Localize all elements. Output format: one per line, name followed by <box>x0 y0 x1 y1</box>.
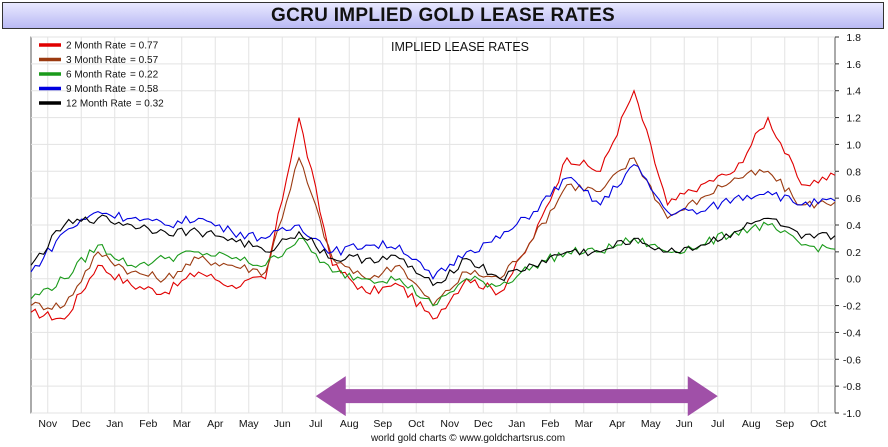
y-tick-label: -0.8 <box>843 381 861 393</box>
x-tick-label: Dec <box>474 418 493 430</box>
x-tick-label: Aug <box>340 418 359 430</box>
x-tick-label: Jun <box>676 418 693 430</box>
legend-label: 2 Month Rate = 0.77 <box>66 41 159 52</box>
legend-series-value: = 0.32 <box>136 99 165 110</box>
legend-series-value: = 0.77 <box>130 41 159 52</box>
legend-series-name: 9 Month Rate <box>66 84 126 95</box>
y-tick-label: 0.8 <box>846 166 861 178</box>
title-bar: GCRU IMPLIED GOLD LEASE RATES <box>2 2 884 29</box>
series-line-4 <box>30 163 836 280</box>
x-tick-label: Feb <box>139 418 157 430</box>
x-tick-label: Oct <box>408 418 424 430</box>
x-tick-label: May <box>641 418 662 430</box>
series-line-5 <box>30 214 836 287</box>
x-tick-label: Sep <box>775 418 794 430</box>
y-tick-label: -0.2 <box>843 301 861 313</box>
annotation-arrow <box>315 376 718 417</box>
y-tick-label: 0.0 <box>846 274 861 286</box>
legend-label: 12 Month Rate = 0.32 <box>66 99 164 110</box>
series-line-1 <box>30 89 836 321</box>
double-arrow-shape <box>315 376 718 417</box>
legend-label: 9 Month Rate = 0.58 <box>66 84 159 95</box>
x-tick-label: Mar <box>575 418 594 430</box>
y-tick-label: 0.6 <box>846 193 861 205</box>
legend: 2 Month Rate = 0.77 3 Month Rate = 0.57 6 Mo… <box>39 41 164 110</box>
legend-series-name: 6 Month Rate <box>66 70 126 81</box>
x-tick-label: Nov <box>38 418 57 430</box>
x-tick-label: Dec <box>72 418 91 430</box>
y-tick-label: 1.2 <box>846 113 861 125</box>
y-tick-label: -0.6 <box>843 354 861 366</box>
legend-series-name: 12 Month Rate <box>66 99 132 110</box>
x-tick-label: Jan <box>508 418 525 430</box>
x-tick-label: Jan <box>106 418 123 430</box>
x-tick-label: Apr <box>207 418 224 430</box>
page-title: GCRU IMPLIED GOLD LEASE RATES <box>270 4 616 26</box>
legend-series-value: = 0.58 <box>130 84 159 95</box>
chart-title: IMPLIED LEASE RATES <box>391 40 529 54</box>
legend-label: 6 Month Rate = 0.22 <box>66 70 159 81</box>
x-tick-label: Jun <box>274 418 291 430</box>
y-tick-label: 1.6 <box>846 59 861 71</box>
y-tick-label: -0.4 <box>843 327 861 339</box>
footer-credit: world gold charts © www.goldchartsrus.co… <box>370 433 565 444</box>
x-tick-label: Feb <box>541 418 559 430</box>
x-tick-label: Jul <box>309 418 322 430</box>
legend-series-name: 3 Month Rate <box>66 55 126 66</box>
x-tick-label: Oct <box>810 418 826 430</box>
y-axis: 1.8 1.6 1.4 1.2 1.0 0.8 0.6 0.4 0.2 0.0 -0.2 -0.4 -0… <box>835 32 861 420</box>
series-lines <box>30 89 836 321</box>
x-tick-label: Mar <box>173 418 192 430</box>
x-tick-label: Jul <box>711 418 724 430</box>
y-tick-label: 0.4 <box>846 220 861 232</box>
x-tick-label: Sep <box>373 418 392 430</box>
legend-label: 3 Month Rate = 0.57 <box>66 55 159 66</box>
x-tick-label: Aug <box>742 418 761 430</box>
x-tick-label: Apr <box>609 418 626 430</box>
legend-series-name: 2 Month Rate <box>66 41 126 52</box>
legend-series-value: = 0.22 <box>130 70 159 81</box>
y-tick-label: 1.8 <box>846 32 861 44</box>
x-tick-label: Nov <box>440 418 459 430</box>
y-tick-label: 1.0 <box>846 139 861 151</box>
y-tick-label: 0.2 <box>846 247 861 259</box>
legend-series-value: = 0.57 <box>130 55 159 66</box>
y-tick-label: 1.4 <box>846 86 861 98</box>
y-tick-label: -1.0 <box>843 408 861 420</box>
x-axis: Nov Dec Jan Feb Mar Apr May Jun Jul Aug Sep Oct Nov D… <box>38 418 826 430</box>
x-tick-label: May <box>239 418 260 430</box>
